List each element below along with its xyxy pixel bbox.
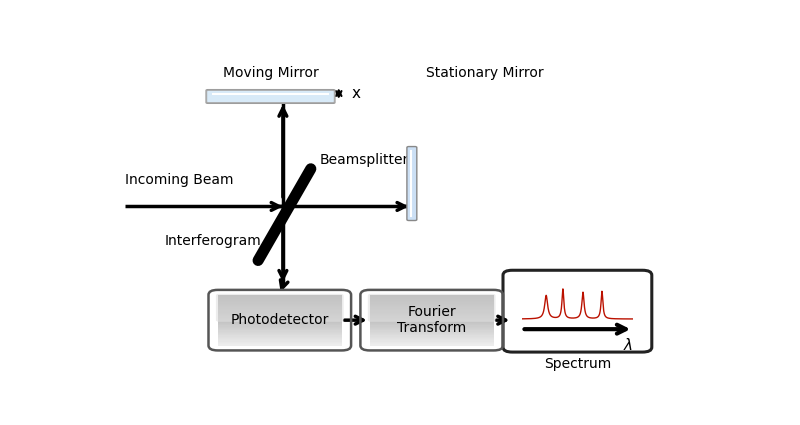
Bar <box>370 298 494 300</box>
Bar <box>370 343 494 344</box>
Bar <box>370 312 494 314</box>
Bar <box>370 302 494 304</box>
Bar <box>218 302 342 304</box>
Bar <box>218 316 342 317</box>
Bar <box>218 333 342 334</box>
Bar <box>370 319 494 320</box>
Text: Fourier
Transform: Fourier Transform <box>397 305 466 335</box>
Bar <box>370 344 494 346</box>
Bar <box>218 315 342 316</box>
Bar <box>370 305 494 306</box>
Bar <box>218 295 342 296</box>
Bar <box>218 311 342 312</box>
Bar <box>370 335 494 337</box>
Bar <box>370 295 494 296</box>
Bar <box>218 324 342 325</box>
Bar <box>370 334 494 335</box>
Bar <box>370 328 494 329</box>
FancyBboxPatch shape <box>206 90 334 103</box>
Bar <box>370 296 494 297</box>
Bar <box>218 339 342 340</box>
Bar <box>218 330 342 332</box>
Bar <box>370 303 494 305</box>
Bar <box>370 332 494 333</box>
Text: Photodetector: Photodetector <box>230 313 329 327</box>
Bar <box>218 343 342 344</box>
Text: Moving Mirror: Moving Mirror <box>222 66 318 80</box>
Bar <box>370 320 494 321</box>
FancyBboxPatch shape <box>216 294 344 322</box>
Bar <box>370 321 494 323</box>
Text: Beamsplitter: Beamsplitter <box>320 153 410 167</box>
Bar <box>218 309 342 310</box>
Bar <box>218 317 342 319</box>
Bar <box>218 329 342 330</box>
Bar <box>218 314 342 315</box>
Bar <box>370 330 494 332</box>
Bar <box>218 326 342 328</box>
Bar <box>370 310 494 311</box>
Bar <box>218 340 342 342</box>
Bar <box>370 342 494 343</box>
Bar <box>218 342 342 343</box>
Bar <box>370 339 494 340</box>
Bar <box>218 325 342 326</box>
Bar <box>218 337 342 338</box>
Bar <box>370 315 494 316</box>
Bar <box>370 311 494 312</box>
Bar <box>370 301 494 303</box>
FancyBboxPatch shape <box>503 270 652 352</box>
Bar <box>218 296 342 297</box>
Bar <box>218 332 342 333</box>
Text: $\lambda$: $\lambda$ <box>623 337 634 353</box>
Bar <box>370 314 494 315</box>
Bar <box>218 306 342 307</box>
Bar <box>218 321 342 323</box>
Bar <box>218 319 342 320</box>
Bar <box>218 305 342 306</box>
FancyBboxPatch shape <box>368 294 495 322</box>
Bar <box>370 333 494 334</box>
Bar <box>218 335 342 337</box>
Bar <box>370 323 494 324</box>
Bar <box>370 324 494 325</box>
Bar <box>370 317 494 319</box>
Text: x: x <box>351 86 360 101</box>
Text: Interferogram: Interferogram <box>165 234 262 248</box>
Bar <box>370 309 494 310</box>
Bar <box>218 334 342 335</box>
Bar <box>218 310 342 311</box>
Bar <box>218 297 342 299</box>
Bar <box>218 320 342 321</box>
FancyBboxPatch shape <box>407 147 417 221</box>
Bar <box>370 307 494 309</box>
Bar <box>370 338 494 339</box>
Bar <box>218 300 342 301</box>
Bar <box>218 303 342 305</box>
Bar <box>370 306 494 307</box>
Text: Spectrum: Spectrum <box>544 357 611 371</box>
Bar <box>370 300 494 301</box>
Bar <box>370 316 494 317</box>
Bar <box>218 307 342 309</box>
Bar <box>218 301 342 303</box>
Text: Incoming Beam: Incoming Beam <box>125 173 234 187</box>
Text: Stationary Mirror: Stationary Mirror <box>426 66 543 80</box>
Bar <box>218 328 342 329</box>
Bar <box>370 325 494 326</box>
Bar <box>370 326 494 328</box>
Bar <box>370 329 494 330</box>
Bar <box>370 340 494 342</box>
Bar <box>218 344 342 346</box>
Bar <box>370 297 494 299</box>
FancyBboxPatch shape <box>206 89 336 104</box>
Bar <box>218 298 342 300</box>
Bar <box>218 312 342 314</box>
Bar <box>218 338 342 339</box>
Bar <box>218 323 342 324</box>
Bar <box>370 337 494 338</box>
